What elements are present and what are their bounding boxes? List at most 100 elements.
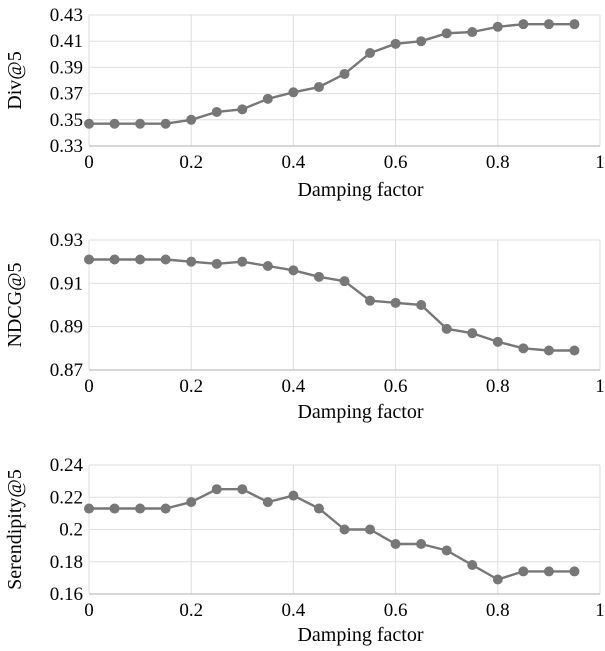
- x-axis-title: Damping factor: [297, 401, 423, 423]
- data-point: [84, 118, 94, 129]
- x-tick-label: 1: [595, 600, 605, 621]
- data-point: [288, 490, 299, 501]
- x-tick-label: 0.4: [282, 152, 306, 173]
- data-point: [518, 19, 529, 30]
- data-point: [135, 254, 146, 265]
- serendipity-at-5-chart: 0.16 0.18 0.2 0.22 0.24 0 0.2 0.4 0.6 0.8 1 Damping…: [4, 455, 605, 646]
- y-tick-label: 0.87: [50, 360, 83, 381]
- y-axis-title: Serendipity@5: [4, 469, 26, 590]
- x-tick-label: 0.2: [179, 152, 203, 173]
- series-line: [89, 258, 575, 352]
- y-tick-label: 0.93: [50, 230, 83, 251]
- data-point: [518, 343, 529, 354]
- data-point: [569, 345, 580, 356]
- data-point: [365, 47, 376, 58]
- y-tick-label: 0.43: [50, 5, 83, 26]
- x-tick-label: 0.2: [179, 600, 203, 621]
- data-point: [262, 497, 273, 508]
- y-axis-title: NDCG@5: [4, 262, 26, 347]
- y-tick-label: 0.24: [50, 455, 84, 476]
- data-point: [186, 256, 197, 267]
- data-point: [186, 114, 197, 125]
- data-point: [262, 261, 273, 271]
- data-point: [160, 254, 171, 265]
- x-tick-label: 0.6: [384, 152, 408, 173]
- data-point: [390, 38, 401, 49]
- data-point: [543, 566, 554, 577]
- y-tick-label: 0.33: [50, 136, 83, 157]
- data-point: [237, 484, 248, 495]
- y-tick-label: 0.89: [50, 317, 83, 338]
- data-point: [109, 503, 120, 514]
- data-point: [390, 297, 401, 308]
- series-line: [89, 23, 575, 125]
- data-point: [365, 295, 376, 306]
- data-point: [492, 574, 503, 585]
- x-axis-title: Damping factor: [297, 624, 423, 646]
- y-tick-label: 0.35: [50, 110, 83, 131]
- x-axis-title: Damping factor: [297, 179, 423, 201]
- data-point: [313, 82, 324, 93]
- data-point: [262, 93, 273, 104]
- data-point: [160, 118, 171, 129]
- y-tick-label: 0.18: [50, 552, 83, 573]
- data-point: [186, 497, 197, 508]
- data-point: [492, 21, 503, 32]
- data-point: [416, 300, 427, 310]
- y-tick-label: 0.41: [50, 31, 83, 52]
- data-point: [390, 539, 401, 550]
- data-point: [160, 503, 171, 514]
- x-tick-label: 0.8: [486, 152, 510, 173]
- data-point: [339, 276, 350, 287]
- data-point: [211, 106, 222, 117]
- y-axis-title: Div@5: [4, 51, 26, 109]
- y-tick-label: 0.16: [50, 584, 83, 605]
- data-point: [569, 566, 580, 577]
- data-point: [211, 258, 222, 269]
- y-tick-label: 0.22: [50, 487, 83, 508]
- x-tick-label: 0: [84, 376, 94, 397]
- data-point: [467, 559, 478, 570]
- data-point: [492, 336, 503, 347]
- data-point: [543, 345, 554, 356]
- data-point: [135, 503, 146, 514]
- data-point: [441, 545, 452, 556]
- series-line: [89, 488, 575, 581]
- data-point: [467, 328, 478, 339]
- data-point: [416, 36, 427, 47]
- data-point: [135, 118, 146, 129]
- x-tick-label: 0.6: [384, 376, 408, 397]
- x-tick-label: 0.2: [179, 376, 203, 397]
- data-point: [84, 503, 94, 514]
- data-point: [288, 265, 299, 276]
- x-tick-label: 0.8: [486, 376, 510, 397]
- data-point: [211, 484, 222, 495]
- ndcg-at-5-chart: 0.87 0.89 0.91 0.93 0 0.2 0.4 0.6 0.8 1 Damping fa…: [4, 230, 605, 423]
- x-tick-label: 1: [595, 152, 605, 173]
- x-tick-label: 0.4: [282, 376, 306, 397]
- data-point: [109, 118, 120, 129]
- x-tick-label: 0: [84, 600, 94, 621]
- data-point: [441, 28, 452, 39]
- data-point: [237, 256, 248, 267]
- data-point: [543, 19, 554, 30]
- y-tick-label: 0.39: [50, 57, 83, 78]
- data-point: [313, 503, 324, 514]
- data-point: [441, 323, 452, 334]
- x-tick-label: 0.4: [282, 600, 306, 621]
- data-point: [569, 19, 580, 30]
- data-point: [416, 539, 427, 550]
- data-point: [467, 27, 478, 38]
- data-point: [237, 104, 248, 115]
- data-point: [109, 254, 120, 265]
- x-tick-label: 0.8: [486, 600, 510, 621]
- x-tick-label: 0: [84, 152, 94, 173]
- div-at-5-chart: 0.33 0.35 0.37 0.39 0.41 0.43 0 0.2 0.4 0.6 0.8 1 Da…: [4, 5, 605, 201]
- data-point: [288, 87, 299, 98]
- x-tick-label: 1: [595, 376, 605, 397]
- y-tick-label: 0.91: [50, 273, 83, 294]
- data-point: [339, 524, 350, 535]
- data-point: [365, 524, 376, 535]
- y-tick-label: 0.37: [50, 84, 83, 105]
